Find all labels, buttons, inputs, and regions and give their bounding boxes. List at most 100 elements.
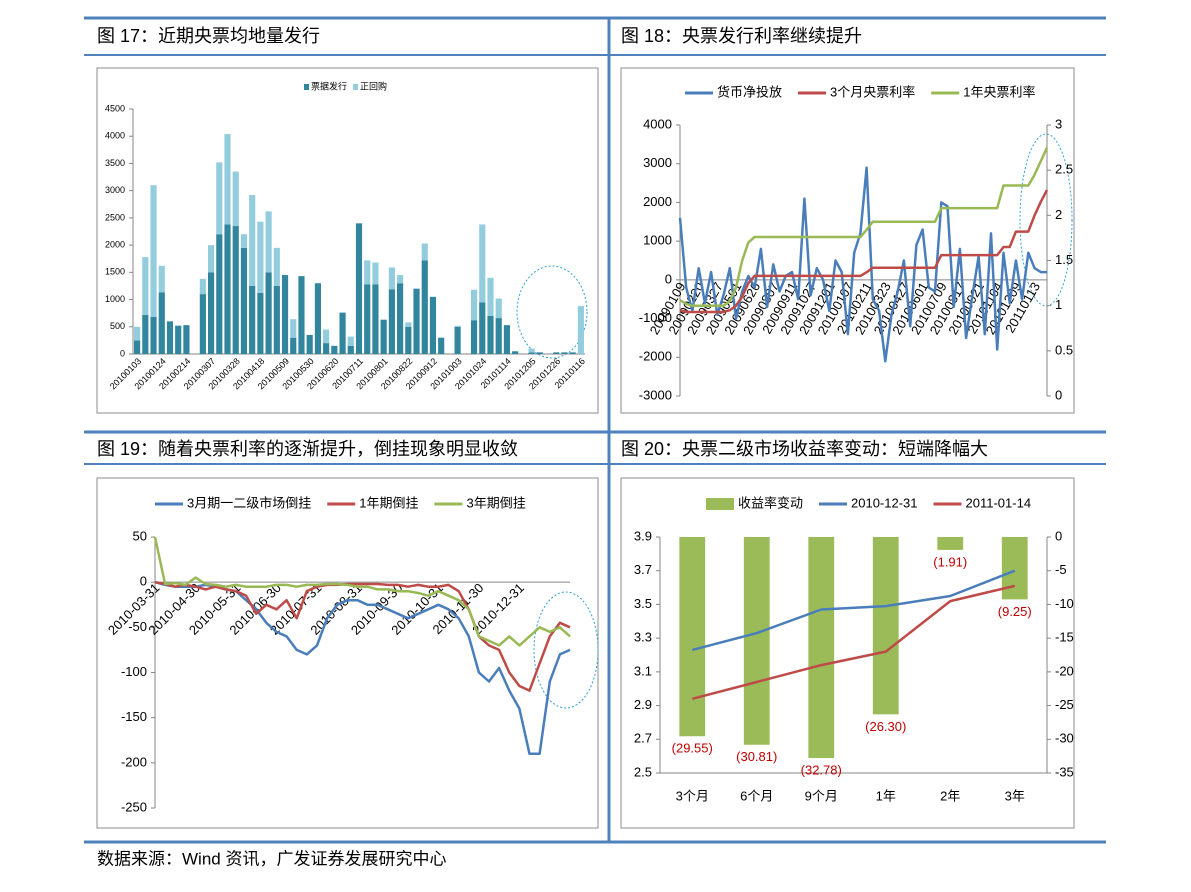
y-tick-label: 3.1 bbox=[634, 663, 652, 678]
bar bbox=[355, 223, 363, 354]
line bbox=[679, 147, 1049, 307]
y-tick-label: 3.9 bbox=[634, 528, 652, 543]
bar bbox=[577, 306, 584, 354]
bar bbox=[937, 537, 964, 550]
bar bbox=[273, 247, 280, 286]
bar bbox=[347, 345, 354, 354]
y-tick-label: 3.3 bbox=[634, 630, 652, 645]
bar bbox=[249, 285, 256, 354]
y-tick-label: -150 bbox=[121, 709, 147, 724]
bar bbox=[470, 289, 478, 321]
y2-tick-label: 1 bbox=[1055, 297, 1062, 312]
bar bbox=[323, 343, 330, 354]
legend-swatch bbox=[353, 84, 359, 90]
x-tick-label: 1年 bbox=[876, 788, 896, 803]
y-tick-label: 2500 bbox=[105, 212, 125, 222]
bar bbox=[429, 296, 437, 354]
y-tick-label: 2000 bbox=[105, 239, 125, 249]
bar bbox=[872, 537, 899, 715]
bar bbox=[150, 316, 157, 354]
legend-label: 2010-12-31 bbox=[851, 495, 918, 510]
bar bbox=[183, 325, 190, 354]
chart-frame bbox=[96, 67, 599, 414]
bar bbox=[503, 325, 511, 354]
y-tick-label: 2.9 bbox=[634, 697, 652, 712]
y2-tick-label: 0 bbox=[1055, 387, 1062, 402]
bar bbox=[207, 245, 215, 273]
legend-label: 收益率变动 bbox=[738, 495, 803, 510]
y-tick-label: -1000 bbox=[639, 310, 672, 325]
bar bbox=[372, 262, 379, 285]
bar bbox=[331, 345, 338, 354]
bar bbox=[470, 320, 478, 354]
x-tick-label: 6个月 bbox=[740, 788, 773, 803]
bar bbox=[150, 185, 157, 317]
bar bbox=[479, 302, 486, 354]
y-tick-label: -3000 bbox=[639, 387, 672, 402]
legend-label: 3年期倒挂 bbox=[466, 495, 525, 510]
highlight-ellipse bbox=[516, 265, 588, 359]
y2-tick-label: -5 bbox=[1055, 562, 1067, 577]
bar bbox=[142, 314, 149, 354]
y-tick-label: 4000 bbox=[643, 116, 672, 131]
y-tick-label: 0 bbox=[120, 348, 125, 358]
y-tick-label: -250 bbox=[121, 799, 147, 814]
legend-label: 1年期倒挂 bbox=[359, 495, 418, 510]
bar bbox=[142, 257, 149, 315]
y-tick-label: 4000 bbox=[105, 131, 125, 141]
y-tick-label: 0 bbox=[665, 271, 672, 286]
y-tick-label: 2.5 bbox=[634, 764, 652, 779]
y-tick-label: 500 bbox=[110, 321, 125, 331]
bar bbox=[372, 284, 379, 354]
bar bbox=[224, 134, 231, 225]
legend-label: 1年央票利率 bbox=[963, 84, 1035, 99]
bar bbox=[405, 322, 412, 327]
bar bbox=[679, 537, 706, 737]
bar bbox=[528, 352, 535, 354]
bar bbox=[306, 334, 313, 354]
line bbox=[691, 569, 1016, 652]
line bbox=[679, 189, 1049, 314]
bar bbox=[388, 289, 395, 354]
y-tick-label: -200 bbox=[121, 754, 147, 769]
bar bbox=[454, 326, 461, 354]
y2-tick-label: 3 bbox=[1055, 116, 1062, 131]
bar bbox=[175, 325, 182, 354]
y-tick-label: -100 bbox=[121, 664, 147, 679]
legend-label: 货币净投放 bbox=[717, 84, 782, 99]
chart-frame bbox=[96, 477, 599, 829]
bar bbox=[808, 537, 835, 759]
bar bbox=[158, 292, 165, 354]
y-tick-label: 3000 bbox=[105, 185, 125, 195]
bar bbox=[257, 221, 264, 294]
panel-title: 图 19：随着央票利率的逐渐提升，倒挂现象明显收敛 bbox=[97, 439, 518, 459]
bar bbox=[561, 352, 568, 354]
y-tick-label: -2000 bbox=[639, 349, 672, 364]
y2-tick-label: -30 bbox=[1055, 731, 1074, 746]
bar bbox=[743, 537, 770, 745]
x-tick-label: 9个月 bbox=[805, 788, 838, 803]
x-tick-label: 3年 bbox=[1005, 788, 1025, 803]
data-label: (26.30) bbox=[865, 719, 906, 734]
data-label: (1.91) bbox=[933, 554, 967, 569]
y2-tick-label: -20 bbox=[1055, 663, 1074, 678]
line bbox=[154, 580, 571, 692]
y-tick-label: 2.7 bbox=[634, 731, 652, 746]
bar bbox=[380, 319, 387, 354]
legend-swatch bbox=[706, 498, 734, 510]
bar bbox=[232, 171, 239, 227]
panel-title: 图 20：央票二级市场收益率变动：短端降幅大 bbox=[621, 439, 988, 459]
bar bbox=[397, 283, 404, 354]
y2-tick-label: 0.5 bbox=[1055, 342, 1073, 357]
y-tick-label: 1000 bbox=[105, 294, 125, 304]
bar bbox=[536, 352, 543, 354]
y2-tick-label: -10 bbox=[1055, 596, 1074, 611]
bar bbox=[134, 340, 141, 354]
y2-tick-label: -35 bbox=[1055, 764, 1074, 779]
bar bbox=[298, 276, 305, 354]
data-label: (29.55) bbox=[672, 741, 713, 756]
bar bbox=[495, 318, 502, 354]
bar bbox=[216, 234, 223, 354]
bar bbox=[421, 260, 428, 354]
